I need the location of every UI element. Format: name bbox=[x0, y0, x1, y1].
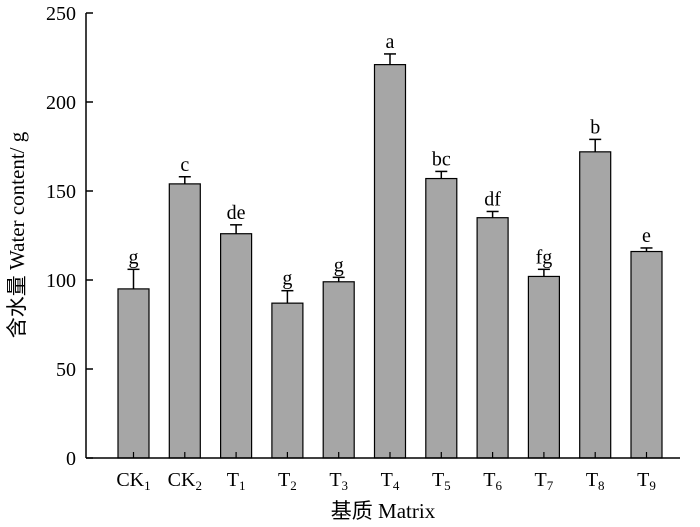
significance-label: c bbox=[180, 154, 189, 176]
x-tick-label-main: T bbox=[329, 469, 341, 491]
bar bbox=[322, 281, 355, 459]
bar bbox=[117, 288, 150, 459]
x-tick-label: T8 bbox=[586, 469, 605, 493]
x-tick-label: CK2 bbox=[168, 469, 202, 493]
x-tick-label-sub: 8 bbox=[598, 478, 605, 493]
bar bbox=[579, 151, 612, 459]
x-tick-label-main: T bbox=[278, 469, 290, 491]
x-tick-label-sub: 4 bbox=[393, 478, 400, 493]
x-labels-group: CK1 CK2 T1 T2 T3 T4 T5 T6 T7 T8 T9 bbox=[116, 452, 656, 493]
x-tick-label-sub: 3 bbox=[342, 478, 349, 493]
significance-label: g bbox=[282, 268, 292, 290]
x-tick-label-sub: 1 bbox=[239, 478, 246, 493]
x-tick-label-main: T bbox=[637, 469, 649, 491]
bar bbox=[168, 183, 201, 459]
y-ticks-group: 0 50 100 150 200 250 bbox=[46, 3, 93, 470]
x-tick-label-sub: 2 bbox=[290, 478, 297, 493]
y-tick-label: 100 bbox=[46, 270, 76, 292]
y-tick-label: 50 bbox=[56, 359, 76, 381]
x-tick-label: T2 bbox=[278, 469, 297, 493]
x-tick-label-main: T bbox=[535, 469, 547, 491]
y-tick-label: 200 bbox=[46, 92, 76, 114]
significance-label: df bbox=[484, 188, 501, 210]
x-tick-label: T6 bbox=[483, 469, 502, 493]
x-tick-label: T4 bbox=[381, 469, 400, 493]
x-tick-label-main: T bbox=[432, 469, 444, 491]
x-tick-label-main: CK bbox=[116, 469, 144, 491]
x-tick-label-sub: 1 bbox=[144, 478, 151, 493]
bar bbox=[373, 64, 407, 459]
y-tick-label: 0 bbox=[66, 448, 76, 470]
bar bbox=[220, 233, 253, 459]
significance-label: b bbox=[590, 116, 600, 138]
x-tick-label-main: T bbox=[586, 469, 598, 491]
x-tick-label-main: T bbox=[381, 469, 393, 491]
bar bbox=[476, 217, 509, 459]
x-tick-label-sub: 2 bbox=[195, 478, 202, 493]
bar bbox=[527, 275, 561, 459]
x-tick-label: T1 bbox=[227, 469, 246, 493]
bar bbox=[271, 302, 304, 459]
significance-label: g bbox=[334, 254, 344, 276]
x-tick-label: T5 bbox=[432, 469, 451, 493]
x-tick-label-sub: 9 bbox=[649, 478, 656, 493]
significance-label: a bbox=[386, 31, 395, 53]
significance-label: e bbox=[642, 225, 651, 247]
significance-label: de bbox=[227, 202, 246, 224]
x-axis-title: 基质 Matrix bbox=[331, 499, 436, 523]
significance-label: bc bbox=[432, 148, 451, 170]
y-tick-label: 250 bbox=[46, 3, 76, 25]
y-tick-label: 150 bbox=[46, 181, 76, 203]
x-tick-label-sub: 6 bbox=[495, 478, 502, 493]
x-tick-label-sub: 7 bbox=[547, 478, 554, 493]
bars-group: g c de g g a bc df fg b e bbox=[117, 31, 663, 459]
x-tick-label: T7 bbox=[535, 469, 554, 493]
significance-label: fg bbox=[536, 246, 553, 268]
x-tick-label-sub: 5 bbox=[444, 478, 451, 493]
significance-label: g bbox=[129, 246, 139, 268]
x-tick-label-main: CK bbox=[168, 469, 196, 491]
x-tick-label-main: T bbox=[227, 469, 239, 491]
x-tick-label: CK1 bbox=[116, 469, 150, 493]
x-tick-label-main: T bbox=[483, 469, 495, 491]
x-tick-label: T3 bbox=[329, 469, 348, 493]
y-axis-title: 含水量 Water content/ g bbox=[5, 131, 29, 338]
bar bbox=[425, 177, 458, 459]
bar bbox=[630, 250, 663, 459]
x-tick-label: T9 bbox=[637, 469, 656, 493]
